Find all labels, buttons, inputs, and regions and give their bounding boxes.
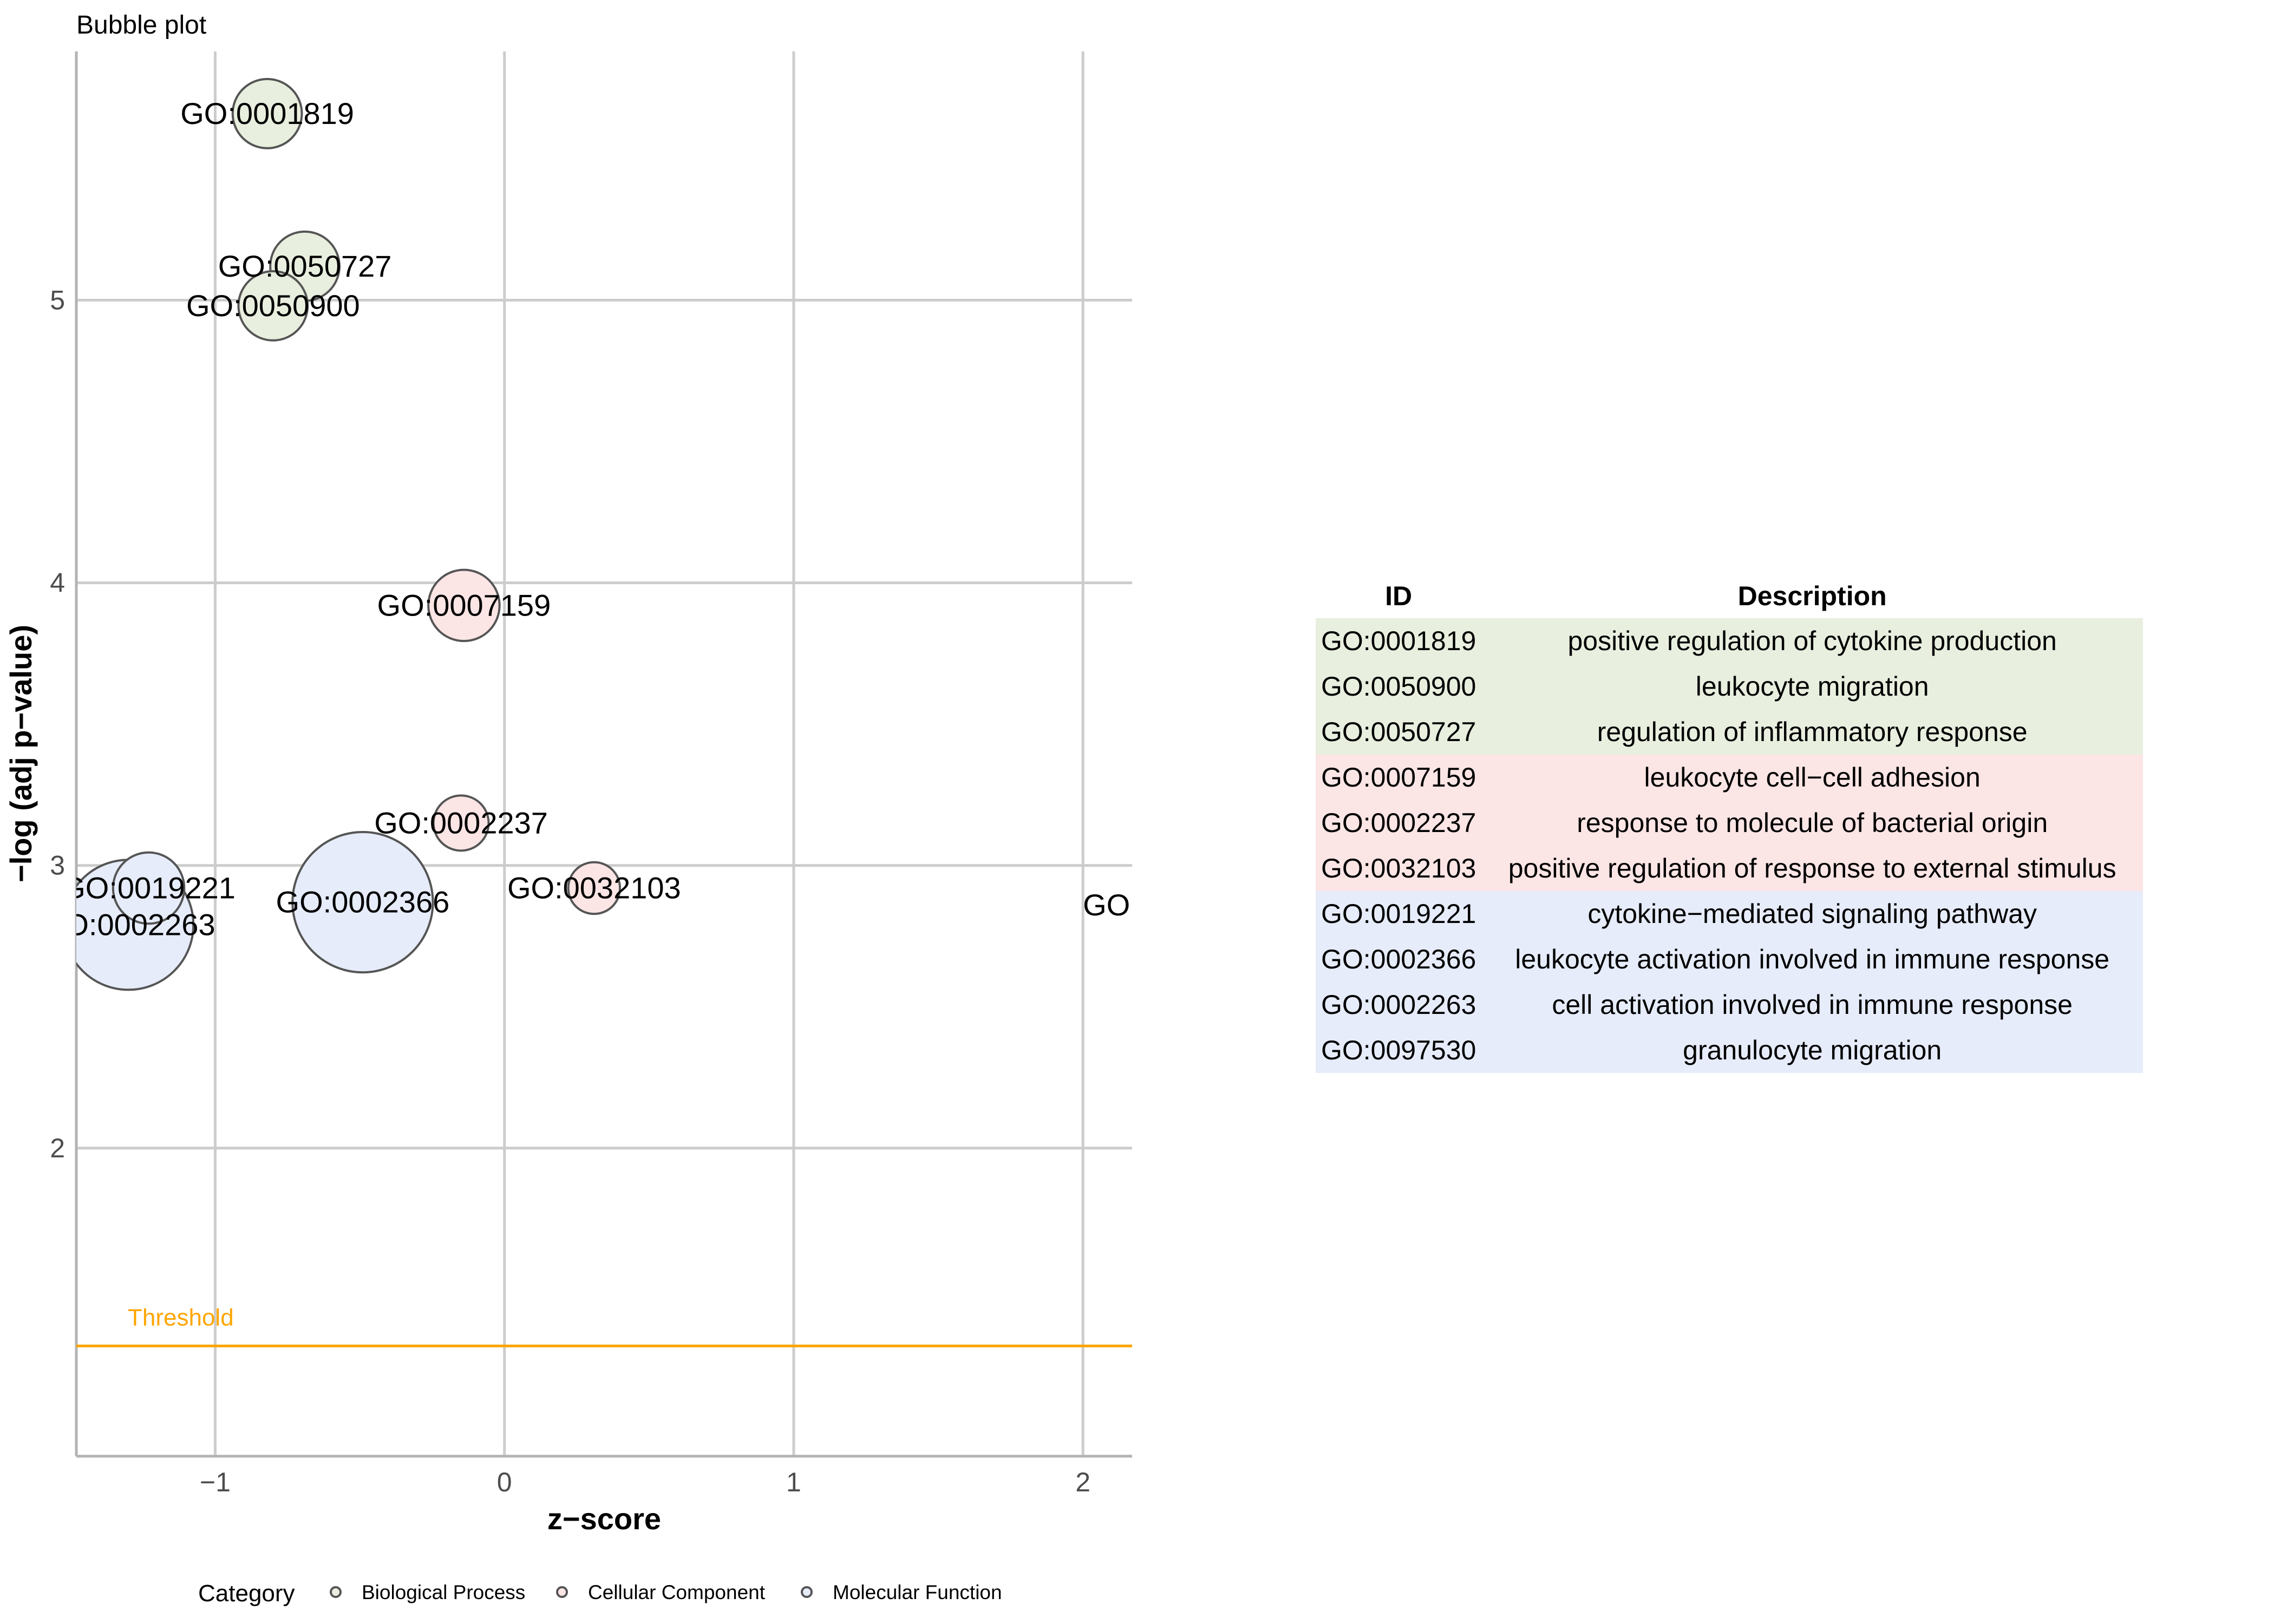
- bubble-labels: GO:0001819 GO:0050727 GO:0050900 GO:0007159…: [42, 96, 1191, 942]
- table-cell-id: GO:0019221: [1321, 899, 1476, 929]
- bubble-label: GO:0032103: [507, 871, 681, 905]
- bubble-label: GO:0050900: [186, 289, 360, 323]
- bubble: [231, 77, 303, 149]
- x-tick-label: 2: [1075, 1467, 1090, 1497]
- legend-label: Cellular Component: [588, 1581, 766, 1603]
- bubbles: [76, 77, 1191, 991]
- x-tick-label: 1: [786, 1467, 801, 1497]
- y-tick-label: 5: [50, 285, 65, 315]
- table-cell-id: GO:0002237: [1321, 808, 1476, 838]
- bubble: [432, 794, 490, 852]
- table-row: GO:0007159 leukocyte cell−cell adhesion: [1316, 755, 2143, 800]
- legend-title: Category: [198, 1580, 295, 1607]
- table-cell-description: granulocyte migration: [1683, 1035, 1942, 1065]
- table-cell-description: cell activation involved in immune respo…: [1552, 990, 2073, 1020]
- table-cell-description: positive regulation of response to exter…: [1508, 853, 2116, 883]
- go-term-table: ID Description GO:0001819 positive regula…: [1316, 574, 2143, 1073]
- legend: Category Biological Process Cellular Comp…: [198, 1580, 1002, 1607]
- table-row: GO:0002237 response to molecule of bacter…: [1316, 800, 2143, 846]
- table-cell-description: regulation of inflammatory response: [1597, 717, 2028, 747]
- table-cell-id: GO:0001819: [1321, 626, 1476, 656]
- legend-key: [556, 1586, 568, 1598]
- table-header-id: ID: [1385, 581, 1413, 611]
- table-cell-id: GO:0050727: [1321, 717, 1476, 747]
- table-cell-description: positive regulation of cytokine producti…: [1567, 626, 2057, 656]
- bubble-label: GO:0007159: [377, 588, 551, 622]
- x-tick-label: 0: [497, 1467, 512, 1497]
- table-cell-description: leukocyte activation involved in immune …: [1515, 944, 2110, 974]
- table-row: GO:0097530 granulocyte migration: [1316, 1027, 2143, 1073]
- bubble-chart: Bubble plot −1 0 1 2 2 3 4 5 Threshold GO:00018…: [4, 11, 1191, 1607]
- bubble-label: GO:0050727: [218, 249, 392, 283]
- legend-label: Biological Process: [362, 1581, 525, 1603]
- bubble: [112, 851, 186, 925]
- table-row: GO:0002263 cell activation involved in im…: [1316, 982, 2143, 1027]
- bubble: [291, 830, 434, 974]
- table-cell-id: GO:0050900: [1321, 671, 1476, 702]
- table-cell-description: cytokine−mediated signaling pathway: [1587, 899, 2037, 929]
- legend-label: Molecular Function: [833, 1581, 1002, 1603]
- table-row: GO:0032103 positive regulation of respons…: [1316, 846, 2143, 891]
- table-cell-description: response to molecule of bacterial origin: [1577, 808, 2048, 838]
- bubble-label: GO:0001819: [180, 96, 354, 130]
- bubble-label: GO:0002366: [276, 885, 450, 919]
- y-axis-title: −log (adj p−value): [4, 625, 38, 882]
- table-cell-id: GO:0002263: [1321, 990, 1476, 1020]
- table-cell-id: GO:0097530: [1321, 1035, 1476, 1065]
- y-tick-label: 2: [50, 1133, 65, 1163]
- table-row: GO:0050727 regulation of inflammatory res…: [1316, 709, 2143, 755]
- bubble: [427, 568, 501, 643]
- x-tick-label: −1: [200, 1467, 231, 1497]
- bubble: [1136, 872, 1191, 939]
- bubble-label: GO:0019221: [62, 871, 236, 905]
- y-tick-label: 4: [50, 568, 65, 598]
- bubble: [237, 270, 309, 342]
- table-cell-id: GO:0032103: [1321, 853, 1476, 883]
- axes: −1 0 1 2 2 3 4 5: [50, 51, 1132, 1497]
- bubble: [567, 861, 622, 915]
- table-cell-id: GO:0002366: [1321, 944, 1476, 974]
- table-header-row: ID Description: [1316, 574, 2143, 618]
- x-axis-title: z−score: [547, 1502, 661, 1536]
- threshold: Threshold: [76, 1304, 1132, 1347]
- y-tick-label: 3: [50, 850, 65, 881]
- chart-title: Bubble plot: [76, 11, 206, 40]
- bubble-label: GO:0002263: [42, 907, 215, 941]
- legend-key: [801, 1586, 813, 1598]
- table-cell-description: leukocyte migration: [1695, 671, 1929, 702]
- table-cell-description: leukocyte cell−cell adhesion: [1644, 762, 1981, 793]
- table-row: GO:0050900 leukocyte migration: [1316, 664, 2143, 709]
- table-row: GO:0019221 cytokine−mediated signaling pa…: [1316, 891, 2143, 937]
- legend-key: [330, 1586, 342, 1598]
- table-row: GO:0002366 leukocyte activation involved …: [1316, 937, 2143, 982]
- table-row: GO:0001819 positive regulation of cytokin…: [1316, 618, 2143, 664]
- table-header-description: Description: [1737, 581, 1887, 611]
- bubble-label: GO:0002237: [374, 806, 548, 840]
- threshold-label: Threshold: [128, 1304, 234, 1331]
- table-cell-id: GO:0007159: [1321, 762, 1476, 793]
- bubble-label: GO:0097530: [1083, 888, 1191, 922]
